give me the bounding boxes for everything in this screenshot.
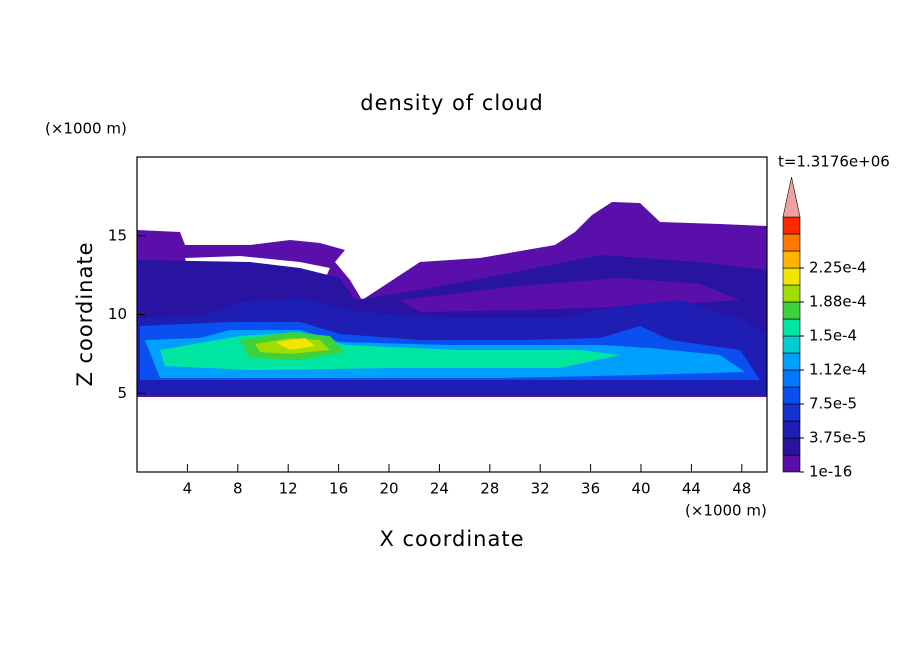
x-tick-label: 12 bbox=[279, 480, 298, 498]
x-tick-label: 28 bbox=[480, 480, 499, 498]
x-tick-label: 40 bbox=[631, 480, 650, 498]
colorbar-band bbox=[782, 335, 801, 354]
colorbar-band bbox=[782, 420, 801, 439]
colorbar-tick-label: 3.75e-5 bbox=[809, 429, 867, 447]
y-tick-label: 5 bbox=[117, 384, 127, 402]
x-tick-label: 20 bbox=[379, 480, 398, 498]
colorbar-band bbox=[782, 386, 801, 405]
colorbar-band bbox=[782, 318, 801, 337]
x-tick-label: 32 bbox=[531, 480, 550, 498]
x-tick-label: 36 bbox=[581, 480, 600, 498]
x-tick-label: 48 bbox=[732, 480, 751, 498]
colorbar-band bbox=[782, 301, 801, 320]
colorbar-extension bbox=[782, 176, 801, 218]
colorbar-tick-label: 1.88e-4 bbox=[809, 293, 867, 311]
colorbar-band bbox=[782, 216, 801, 235]
x-tick-label: 4 bbox=[183, 480, 193, 498]
colorbar-tick-label: 1.12e-4 bbox=[809, 361, 867, 379]
colorbar-band bbox=[782, 284, 801, 303]
colorbar-band bbox=[782, 352, 801, 371]
colorbar-tick-label: 7.5e-5 bbox=[809, 395, 857, 413]
colorbar-tick-label: 1.5e-4 bbox=[809, 327, 857, 345]
colorbar-band bbox=[782, 403, 801, 422]
x-tick-label: 8 bbox=[233, 480, 243, 498]
chart-title: density of cloud bbox=[360, 91, 543, 115]
time-annotation: t=1.3176e+06 bbox=[778, 153, 890, 171]
x-tick-label: 16 bbox=[329, 480, 348, 498]
y-axis-label: Z coordinate bbox=[73, 241, 97, 386]
x-axis-label: X coordinate bbox=[379, 527, 524, 551]
x-tick-label: 44 bbox=[682, 480, 701, 498]
y-tick-label: 15 bbox=[108, 226, 127, 244]
colorbar-tick-label: 2.25e-4 bbox=[809, 259, 867, 277]
colorbar-band bbox=[782, 437, 801, 456]
contour-field bbox=[137, 202, 767, 397]
y-unit: (×1000 m) bbox=[45, 120, 127, 138]
colorbar-band bbox=[782, 369, 801, 388]
x-unit: (×1000 m) bbox=[685, 502, 767, 520]
colorbar-band bbox=[782, 250, 801, 269]
y-tick-label: 10 bbox=[108, 305, 127, 323]
x-tick-label: 24 bbox=[430, 480, 449, 498]
colorbar-tick-label: 1e-16 bbox=[809, 463, 852, 481]
colorbar-band bbox=[782, 233, 801, 252]
colorbar-band bbox=[782, 267, 801, 286]
colorbar-band bbox=[782, 454, 801, 473]
